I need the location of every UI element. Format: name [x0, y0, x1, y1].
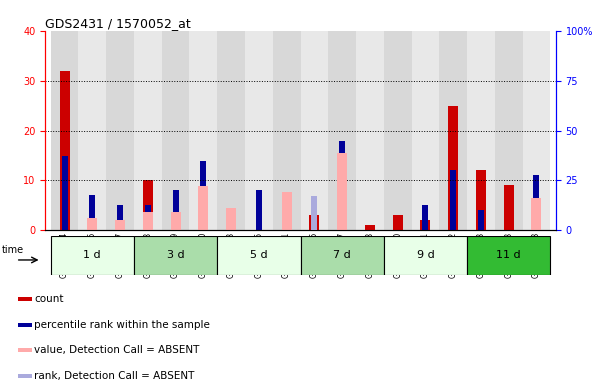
Bar: [50, 236, 134, 275]
Bar: [115, 220, 125, 230]
Bar: [273, 31, 300, 230]
Bar: [439, 31, 467, 230]
Bar: [145, 205, 151, 230]
Bar: [328, 31, 356, 230]
Bar: [171, 212, 180, 230]
Text: GDS2431 / 1570052_at: GDS2431 / 1570052_at: [45, 17, 191, 30]
Text: 9 d: 9 d: [416, 250, 435, 260]
Bar: [339, 141, 345, 230]
Bar: [300, 236, 384, 275]
Bar: [365, 225, 375, 230]
Bar: [117, 205, 123, 230]
Text: 1 d: 1 d: [84, 250, 101, 260]
Bar: [467, 31, 495, 230]
Bar: [412, 31, 439, 230]
Bar: [282, 192, 291, 230]
Bar: [245, 31, 273, 230]
Bar: [226, 209, 236, 230]
Bar: [256, 190, 262, 230]
Text: time: time: [2, 245, 25, 255]
Text: 7 d: 7 d: [334, 250, 351, 260]
Bar: [448, 106, 458, 230]
Bar: [356, 31, 384, 230]
Bar: [18, 323, 32, 327]
Bar: [534, 175, 540, 230]
Bar: [217, 31, 245, 230]
Bar: [50, 31, 78, 230]
Bar: [18, 374, 32, 377]
Bar: [134, 31, 162, 230]
Bar: [384, 31, 412, 230]
Bar: [337, 152, 347, 230]
Bar: [143, 212, 153, 230]
Bar: [59, 71, 70, 230]
Bar: [134, 236, 217, 275]
Bar: [478, 210, 484, 230]
Bar: [311, 197, 317, 230]
Bar: [162, 31, 189, 230]
Bar: [523, 31, 551, 230]
Bar: [106, 31, 134, 230]
Bar: [504, 185, 514, 230]
Text: value, Detection Call = ABSENT: value, Detection Call = ABSENT: [34, 345, 200, 355]
Bar: [476, 170, 486, 230]
Bar: [78, 31, 106, 230]
Text: 5 d: 5 d: [250, 250, 267, 260]
Bar: [300, 31, 328, 230]
Text: percentile rank within the sample: percentile rank within the sample: [34, 320, 210, 330]
Bar: [217, 236, 300, 275]
Text: rank, Detection Call = ABSENT: rank, Detection Call = ABSENT: [34, 371, 194, 381]
Text: 3 d: 3 d: [166, 250, 185, 260]
Bar: [392, 215, 403, 230]
Bar: [200, 161, 206, 230]
Bar: [467, 236, 551, 275]
Bar: [143, 180, 153, 230]
Text: 11 d: 11 d: [496, 250, 521, 260]
Bar: [310, 215, 319, 230]
Bar: [189, 31, 217, 230]
Bar: [87, 218, 97, 230]
Bar: [531, 199, 542, 230]
Bar: [18, 348, 32, 352]
Bar: [421, 220, 430, 230]
Bar: [384, 236, 467, 275]
Bar: [61, 156, 67, 230]
Bar: [18, 297, 32, 301]
Bar: [90, 195, 96, 230]
Bar: [495, 31, 523, 230]
Text: count: count: [34, 294, 64, 304]
Bar: [423, 205, 429, 230]
Bar: [172, 190, 178, 230]
Bar: [450, 170, 456, 230]
Bar: [198, 187, 209, 230]
